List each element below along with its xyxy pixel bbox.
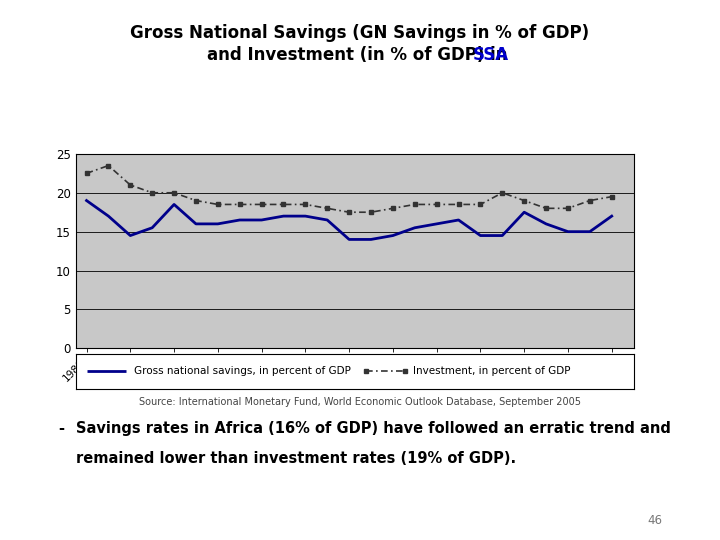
Text: SSA: SSA — [473, 46, 509, 64]
Text: Source: International Monetary Fund, World Economic Outlook Database, September : Source: International Monetary Fund, Wor… — [139, 397, 581, 407]
Text: Investment, in percent of GDP: Investment, in percent of GDP — [413, 366, 571, 376]
Text: remained lower than investment rates (19% of GDP).: remained lower than investment rates (19… — [76, 451, 516, 466]
Text: Gross National Savings (GN Savings in % of GDP): Gross National Savings (GN Savings in % … — [130, 24, 590, 42]
Text: 46: 46 — [647, 514, 662, 526]
Text: Savings rates in Africa (16% of GDP) have followed an erratic trend and: Savings rates in Africa (16% of GDP) hav… — [76, 421, 670, 436]
Text: Gross national savings, in percent of GDP: Gross national savings, in percent of GD… — [134, 366, 351, 376]
Text: -: - — [58, 421, 64, 436]
Text: and Investment (in % of GDP) in: and Investment (in % of GDP) in — [207, 46, 513, 64]
